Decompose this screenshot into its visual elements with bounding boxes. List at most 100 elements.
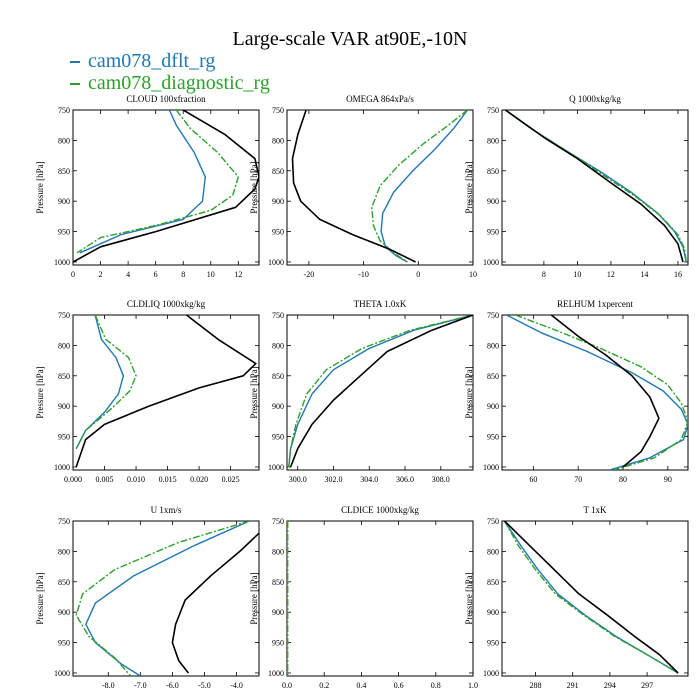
y-axis-label: Pressure [hPa] <box>35 366 45 418</box>
panel-title: RELHUM 1xpercent <box>557 299 633 309</box>
x-tick-label: 80 <box>619 475 627 484</box>
series-line-reference <box>504 110 684 263</box>
y-tick-label: 950 <box>272 433 284 442</box>
panel-3: Q 1000xkg/kg Pressure [hPa] 750 800 850 900 95… <box>464 94 689 279</box>
x-tick-label: 70 <box>574 475 582 484</box>
x-tick-label: 0.4 <box>356 681 366 690</box>
x-tick-label: -6.0 <box>166 681 179 690</box>
legend-label-dflt: cam078_dflt_rg <box>88 50 216 72</box>
y-tick-label: 1000 <box>54 258 70 267</box>
series-line-cam078_dflt_rg <box>85 521 250 676</box>
y-tick-label: 800 <box>272 341 284 350</box>
panel-title: CLOUD 100xfraction <box>126 94 206 104</box>
y-axis-label: Pressure [hPa] <box>464 572 474 624</box>
panel-9: T 1xK Pressure [hPa] 750 800 850 900 950 1000 28… <box>464 505 689 690</box>
x-tick-label: 8 <box>181 270 185 279</box>
y-tick-label: 950 <box>272 228 284 237</box>
y-tick-label: 750 <box>272 106 284 115</box>
series-line-cam078_diagnostic_rg <box>288 315 473 468</box>
panel-title: Q 1000xkg/kg <box>569 94 621 104</box>
y-tick-label: 800 <box>58 136 70 145</box>
panel-5: THETA 1.0xK Pressure [hPa] 750 800 850 900 950… <box>249 299 474 484</box>
x-tick-label: 294 <box>604 681 616 690</box>
y-tick-label: 1000 <box>54 463 70 472</box>
y-tick-label: 850 <box>272 372 284 381</box>
y-axis-label: Pressure [hPa] <box>464 161 474 213</box>
x-tick-label: 0 <box>71 270 75 279</box>
y-tick-label: 1000 <box>483 463 499 472</box>
y-tick-label: 800 <box>58 341 70 350</box>
series-line-reference <box>75 315 257 468</box>
x-tick-label: 0.2 <box>319 681 329 690</box>
series-line-reference <box>550 315 660 468</box>
series-line-cam078_dflt_rg <box>380 110 469 263</box>
panel-frame <box>72 109 260 266</box>
y-tick-label: 900 <box>58 197 70 206</box>
x-tick-label: 0.010 <box>127 475 145 484</box>
y-tick-label: 1000 <box>483 258 499 267</box>
x-tick-label: 308.0 <box>432 475 450 484</box>
y-tick-label: 950 <box>272 639 284 648</box>
x-tick-label: 0.8 <box>431 681 441 690</box>
x-tick-label: 8 <box>542 270 546 279</box>
legend-label-diagnostic: cam078_diagnostic_rg <box>88 72 270 94</box>
x-tick-label: 304.0 <box>360 475 378 484</box>
legend-line-diagnostic <box>70 83 80 86</box>
series-line-cam078_dflt_rg <box>506 315 688 470</box>
x-tick-label: 6 <box>154 270 158 279</box>
y-tick-label: 850 <box>487 167 499 176</box>
x-tick-label: 0.025 <box>222 475 240 484</box>
series-line-cam078_diagnostic_rg <box>503 521 679 674</box>
panel-4: CLDLIQ 1000xkg/kg Pressure [hPa] 750 800 850… <box>35 299 260 484</box>
y-tick-label: 850 <box>487 578 499 587</box>
x-tick-label: 0.000 <box>64 475 82 484</box>
x-tick-label: -4.0 <box>230 681 243 690</box>
x-tick-label: 90 <box>664 475 672 484</box>
x-tick-label: -20 <box>304 270 315 279</box>
y-tick-label: 950 <box>487 228 499 237</box>
y-tick-label: 900 <box>487 608 499 617</box>
series-line-cam078_diagnostic_rg <box>75 315 137 450</box>
y-tick-label: 850 <box>272 167 284 176</box>
panel-title: OMEGA 864xPa/s <box>346 94 414 104</box>
y-tick-label: 800 <box>58 547 70 556</box>
y-axis-label: Pressure [hPa] <box>249 572 259 624</box>
series-line-cam078_dflt_rg <box>79 110 207 254</box>
y-tick-label: 750 <box>58 106 70 115</box>
x-tick-label: 2 <box>99 270 103 279</box>
x-tick-label: 14 <box>640 270 648 279</box>
legend-entry-diagnostic: cam078_diagnostic_rg <box>70 72 270 95</box>
y-tick-label: 1000 <box>54 669 70 678</box>
x-tick-label: 12 <box>607 270 615 279</box>
x-tick-label: 297 <box>641 681 653 690</box>
x-tick-label: 300.0 <box>289 475 307 484</box>
x-tick-label: 0.020 <box>190 475 208 484</box>
y-tick-label: 800 <box>487 341 499 350</box>
figure-title: Large-scale VAR at90E,-10N <box>232 28 468 50</box>
x-tick-label: 10 <box>469 270 477 279</box>
panel-frame <box>72 520 260 677</box>
x-tick-label: -8.0 <box>102 681 115 690</box>
panel-frame <box>501 520 689 677</box>
panel-frame <box>72 314 260 471</box>
panel-title: THETA 1.0xK <box>354 299 407 309</box>
panel-title: T 1xK <box>583 505 607 515</box>
x-tick-label: 10 <box>573 270 581 279</box>
panel-frame <box>501 109 689 266</box>
series-line-reference <box>171 532 259 674</box>
y-axis-label: Pressure [hPa] <box>464 366 474 418</box>
panel-7: U 1xm/s Pressure [hPa] 750 800 850 900 950 1000… <box>35 505 260 690</box>
panel-6: RELHUM 1xpercent Pressure [hPa] 750 800 850 9… <box>464 299 689 484</box>
y-tick-label: 750 <box>487 311 499 320</box>
panel-frame <box>286 520 474 677</box>
series-line-cam078_dflt_rg <box>288 315 473 468</box>
panel-2: OMEGA 864xPa/s Pressure [hPa] 750 800 850 900… <box>249 94 477 279</box>
series-line-reference <box>73 110 259 263</box>
panel-1: CLOUD 100xfraction Pressure [hPa] 750 800 85… <box>35 94 260 279</box>
x-tick-label: -10 <box>358 270 369 279</box>
y-tick-label: 800 <box>272 136 284 145</box>
y-axis-label: Pressure [hPa] <box>35 161 45 213</box>
y-tick-label: 900 <box>58 402 70 411</box>
legend-line-dflt <box>70 61 80 64</box>
